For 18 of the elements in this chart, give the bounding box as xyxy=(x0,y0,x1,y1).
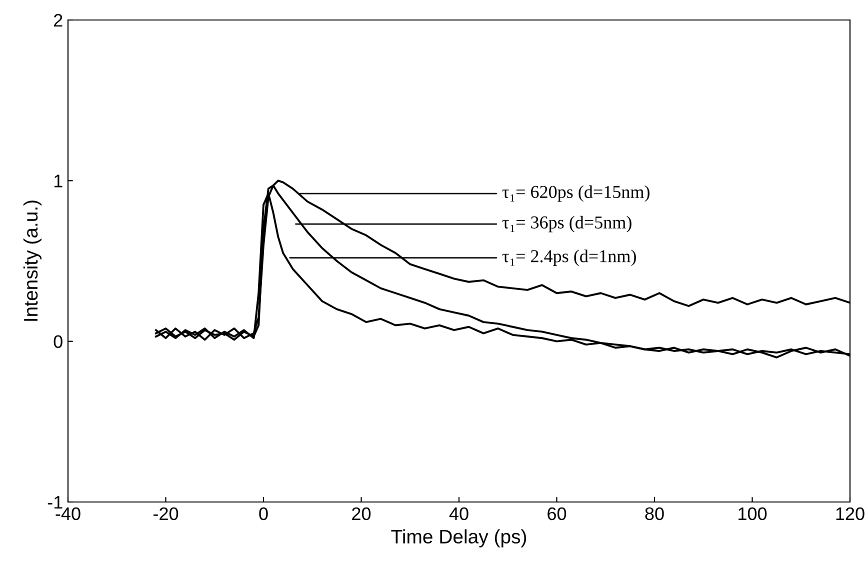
x-tick-label: 60 xyxy=(548,507,566,520)
y-tick-label: 1 xyxy=(54,174,62,188)
x-tick-label: 40 xyxy=(449,507,468,520)
y-tick-label: 0 xyxy=(54,335,62,348)
annotation: τ₁= 2.4ps (d=1nm) xyxy=(502,250,636,266)
y-tick-label: 2 xyxy=(54,14,62,27)
y-axis-title: Intensity (a.u.) xyxy=(23,200,42,321)
x-axis-title: Time Delay (ps) xyxy=(391,529,526,548)
x-tick-label: 0 xyxy=(259,507,268,520)
x-tick-label: -40 xyxy=(56,507,80,520)
x-tick-label: 80 xyxy=(645,507,664,520)
x-tick-label: 100 xyxy=(738,507,767,520)
x-tick-label: 20 xyxy=(352,507,371,520)
x-tick-label: -20 xyxy=(154,507,178,520)
annotation: τ₁= 36ps (d=5nm) xyxy=(502,216,632,232)
x-tick-label: 120 xyxy=(836,507,864,520)
annotation: τ₁= 620ps (d=15nm) xyxy=(502,185,650,202)
y-tick-label: -1 xyxy=(48,496,62,509)
